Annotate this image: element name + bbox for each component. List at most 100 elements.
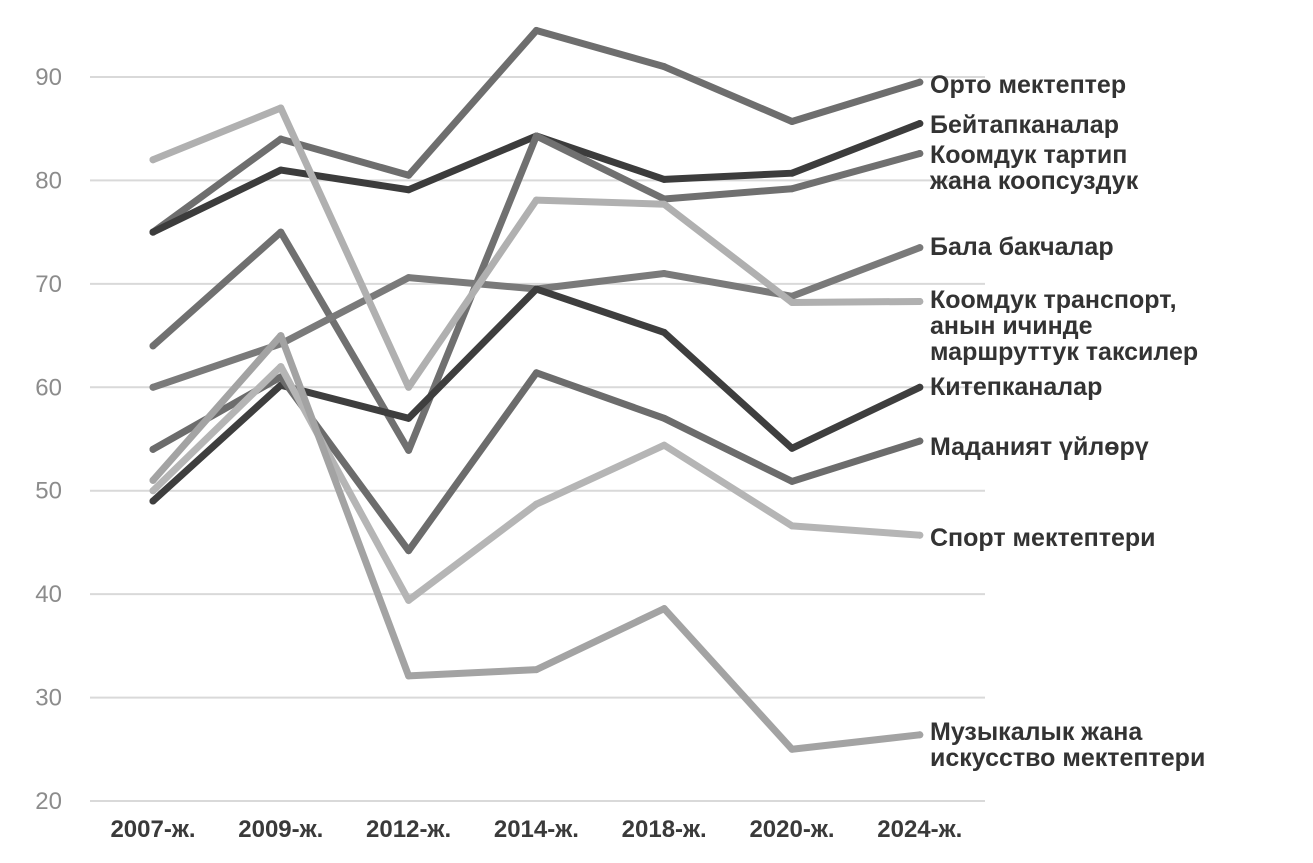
data-point [405, 274, 413, 282]
x-axis-ticks: 2007-ж. 2009-ж. 2012-ж. 2014-ж. 2018-ж. 2020-… [110, 816, 962, 843]
y-axis-ticks: 20 30 40 50 60 70 80 90 [35, 64, 62, 815]
data-point [149, 487, 157, 495]
series-label-line: анын ичинде [930, 312, 1093, 340]
series-line [149, 363, 924, 604]
series-label-line: Маданият үйлөрү [930, 433, 1149, 461]
data-point [916, 437, 924, 445]
data-point [660, 328, 668, 336]
series-label-line: маршруттук таксилер [930, 338, 1198, 366]
data-point [405, 414, 413, 422]
y-tick-label: 90 [35, 64, 62, 91]
data-point [788, 444, 796, 452]
x-tick-label: 2018-ж. [622, 816, 707, 843]
data-point [532, 132, 540, 140]
data-point [149, 156, 157, 164]
data-point [405, 672, 413, 680]
x-tick-label: 2014-ж. [494, 816, 579, 843]
data-point [405, 171, 413, 179]
data-point [405, 596, 413, 604]
data-point [660, 441, 668, 449]
y-tick-label: 50 [35, 478, 62, 505]
series-label-line: Музыкалык жана [930, 718, 1143, 746]
series-label: Бейтапканалар [930, 111, 1119, 139]
data-point [405, 186, 413, 194]
data-point [532, 285, 540, 293]
data-point [149, 383, 157, 391]
series-label: Коомдук транспорт, анын ичинде маршруттук … [930, 286, 1198, 366]
data-point [532, 666, 540, 674]
series-label: Бала бакчалар [930, 233, 1114, 261]
y-tick-label: 40 [35, 581, 62, 608]
data-point [788, 477, 796, 485]
data-point [788, 117, 796, 125]
data-point [149, 476, 157, 484]
data-point [660, 175, 668, 183]
data-point [277, 104, 285, 112]
series-label: Китепканалар [930, 373, 1102, 401]
series-lines [149, 26, 924, 753]
data-point [277, 363, 285, 371]
data-point [788, 298, 796, 306]
data-point [916, 78, 924, 86]
y-tick-label: 20 [35, 788, 62, 815]
data-point [532, 196, 540, 204]
y-tick-label: 60 [35, 374, 62, 401]
series-label: Маданият үйлөрү [930, 433, 1149, 461]
data-point [405, 547, 413, 555]
data-point [660, 414, 668, 422]
data-point [916, 297, 924, 305]
data-point [788, 169, 796, 177]
data-point [149, 228, 157, 236]
x-tick-label: 2009-ж. [238, 816, 323, 843]
y-tick-label: 30 [35, 685, 62, 712]
data-point [277, 166, 285, 174]
data-point [916, 244, 924, 252]
series-label: Орто мектептер [930, 71, 1126, 99]
series-label: Музыкалык жана искусство мектептери [930, 718, 1205, 772]
x-tick-label: 2020-ж. [749, 816, 834, 843]
data-point [660, 200, 668, 208]
data-point [149, 342, 157, 350]
data-point [788, 185, 796, 193]
data-point [660, 605, 668, 613]
y-tick-label: 80 [35, 167, 62, 194]
series-label-line: Спорт мектептери [930, 524, 1156, 552]
series-label-line: Коомдук транспорт, [930, 286, 1177, 314]
data-point [788, 522, 796, 530]
data-point [916, 531, 924, 539]
data-point [405, 446, 413, 454]
data-point [660, 63, 668, 71]
series-label: Коомдук тартип жана коопсуздук [929, 141, 1139, 195]
x-tick-label: 2012-ж. [366, 816, 451, 843]
data-point [788, 745, 796, 753]
series-label-line: Китепканалар [930, 373, 1102, 401]
series-label-line: Бала бакчалар [930, 233, 1114, 261]
data-point [916, 150, 924, 158]
y-tick-label: 70 [35, 271, 62, 298]
series-label: Спорт мектептери [930, 524, 1156, 552]
data-point [532, 369, 540, 377]
data-point [149, 445, 157, 453]
series-line [149, 285, 924, 505]
series-label-line: Коомдук тартип [930, 141, 1127, 169]
data-point [405, 383, 413, 391]
data-point [149, 497, 157, 505]
data-point [277, 135, 285, 143]
series-label-line: искусство мектептери [930, 744, 1205, 772]
data-point [916, 120, 924, 128]
x-tick-label: 2007-ж. [110, 816, 195, 843]
data-point [277, 332, 285, 340]
data-point [660, 270, 668, 278]
x-tick-label: 2024-ж. [877, 816, 962, 843]
series-label-line: жана коопсуздук [929, 167, 1139, 195]
series-label-line: Орто мектептер [930, 71, 1126, 99]
data-point [532, 26, 540, 34]
series-line [149, 244, 924, 391]
data-point [916, 731, 924, 739]
data-point [277, 228, 285, 236]
data-point [916, 383, 924, 391]
series-label-line: Бейтапканалар [930, 111, 1119, 139]
